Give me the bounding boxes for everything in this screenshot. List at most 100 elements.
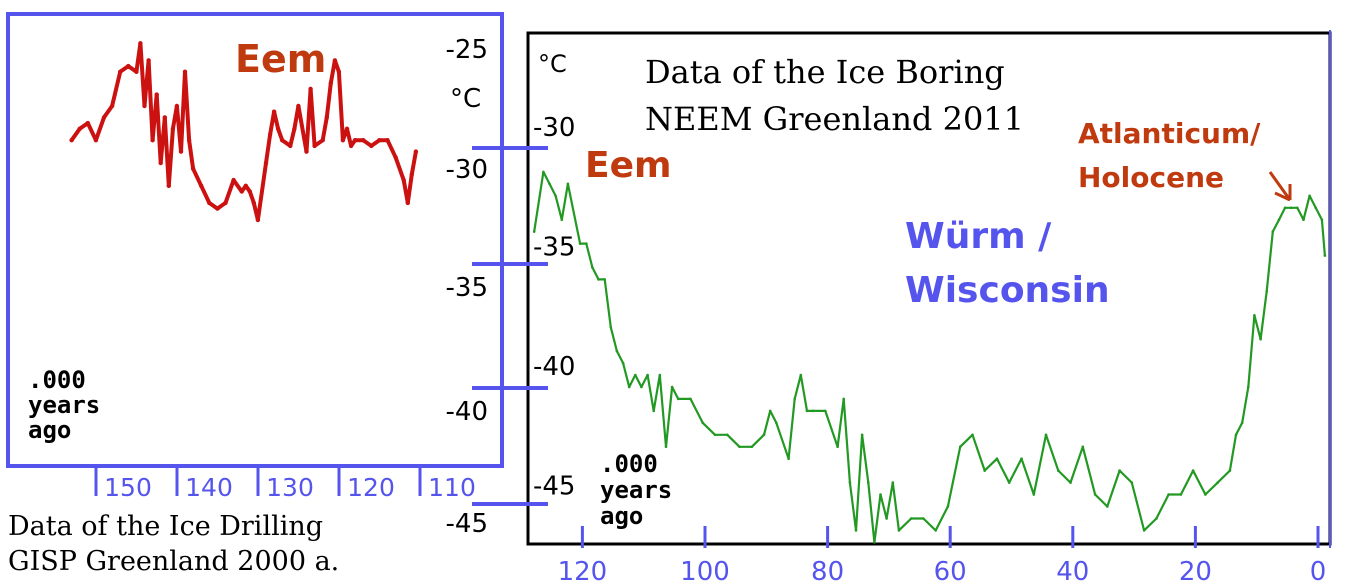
gisp-data-point: [377, 138, 382, 143]
gisp-data-point: [340, 138, 346, 143]
gisp-data-point: [267, 132, 273, 137]
neem-data-point: [1259, 337, 1262, 341]
neem-data-point: [799, 373, 803, 377]
neem-data-point: [1240, 421, 1244, 425]
gisp-data-point: [150, 138, 155, 143]
atlanticum-label-line-2: Holocene: [1078, 161, 1224, 194]
gisp-data-point: [134, 69, 139, 75]
neem-data-point: [532, 230, 536, 233]
gisp-data-point: [243, 183, 248, 188]
right-title-line-1: Data of the Ice Boring: [645, 53, 1005, 91]
gisp-data-point: [93, 138, 99, 143]
neem-data-point: [634, 373, 637, 377]
neem-data-point: [1032, 493, 1036, 496]
neem-data-point: [1044, 433, 1048, 437]
right-x-tick-label: 60: [934, 557, 967, 583]
neem-data-point: [836, 445, 839, 449]
neem-data-point: [585, 242, 588, 245]
gisp-data-point: [118, 69, 123, 75]
right-y-tick-label: -45: [533, 472, 575, 502]
right-title: Data of the Ice Boring NEEM Greenland 20…: [645, 53, 1024, 138]
gisp-data-point: [292, 126, 297, 131]
neem-data-point: [842, 397, 845, 401]
gisp-series-line: [69, 41, 418, 222]
neem-data-point: [879, 493, 882, 496]
gisp-data-point: [182, 69, 188, 75]
right-y-tick-label: -35: [533, 233, 575, 263]
neem-data-point: [560, 218, 564, 221]
left-x-axis: 150 140 130 120 110: [94, 466, 476, 502]
neem-data-point: [934, 529, 937, 532]
neem-data-point: [1216, 481, 1219, 484]
neem-data-point: [658, 373, 662, 377]
gisp-data-point: [275, 126, 281, 131]
neem-data-point: [946, 505, 950, 508]
right-age-line-3: ago: [600, 502, 643, 530]
gisp-data-point: [101, 115, 107, 120]
neem-data-point: [1234, 433, 1238, 437]
neem-data-point: [848, 481, 852, 484]
neem-data-point: [615, 349, 619, 353]
gisp-data-point: [271, 109, 277, 114]
gisp-data-point: [85, 120, 91, 126]
gisp-data-point: [344, 126, 350, 131]
gisp-data-point: [308, 86, 313, 92]
left-age-line-1: .000: [28, 366, 86, 394]
gisp-data-point: [190, 166, 196, 171]
neem-temperature-series: [532, 170, 1327, 544]
neem-series-line: [533, 170, 1326, 544]
left-panel-frame: [6, 12, 504, 468]
neem-data-point: [689, 397, 692, 401]
neem-data-point: [1057, 469, 1060, 472]
gisp-data-point: [199, 183, 204, 188]
gisp-data-point: [413, 149, 419, 154]
neem-data-point: [971, 433, 974, 437]
left-age-label: .000 years ago: [28, 366, 100, 444]
neem-data-point: [726, 433, 729, 437]
gisp-data-point: [336, 69, 342, 75]
left-x-tick-label: 150: [104, 473, 152, 502]
neem-data-point: [670, 385, 674, 389]
gisp-data-point: [69, 138, 74, 143]
left-age-line-2: years: [28, 391, 100, 419]
neem-data-point: [1191, 469, 1195, 472]
neem-data-point: [713, 433, 717, 437]
left-eem-label: Eem: [235, 37, 326, 81]
neem-data-point: [860, 433, 864, 437]
left-x-tick-label: 140: [185, 473, 233, 502]
neem-data-point: [646, 373, 649, 377]
gisp-data-point: [328, 81, 333, 86]
neem-data-point: [867, 481, 870, 484]
gisp-data-point: [166, 183, 171, 188]
gisp-data-point: [296, 103, 301, 109]
neem-data-point: [873, 541, 876, 544]
right-x-axis: 120 100 80 60 40 20 0: [558, 526, 1326, 583]
gisp-data-point: [146, 58, 151, 63]
right-x-tick-label: 80: [811, 557, 844, 583]
neem-data-point: [824, 409, 827, 413]
gisp-data-point: [304, 149, 309, 154]
gisp-data-point: [312, 143, 317, 149]
gisp-data-point: [324, 115, 329, 120]
neem-data-point: [1179, 493, 1183, 496]
neem-data-point: [1323, 254, 1327, 257]
neem-data-point: [750, 445, 754, 449]
neem-data-point: [621, 361, 625, 365]
neem-data-point: [958, 445, 962, 449]
neem-data-point: [554, 194, 557, 198]
atlanticum-holocene-label: Atlanticum/ Holocene: [1078, 117, 1261, 194]
neem-data-point: [1020, 457, 1023, 461]
gisp-data-point: [154, 92, 159, 97]
left-y-axis: -25 -30 -35 -40 -45: [446, 35, 488, 539]
right-age-label: .000 years ago: [600, 450, 672, 530]
gisp-data-point: [280, 138, 285, 143]
gisp-temperature-series: [69, 41, 419, 223]
left-age-line-3: ago: [28, 416, 71, 444]
neem-data-point: [701, 421, 704, 425]
right-panel: °C Data of the Ice Boring NEEM Greenland…: [526, 30, 1332, 583]
gisp-data-point: [405, 200, 410, 206]
left-x-tick-label: 120: [347, 473, 395, 502]
neem-data-point: [1314, 206, 1317, 210]
neem-data-point: [793, 397, 796, 401]
neem-data-point: [1253, 314, 1256, 317]
